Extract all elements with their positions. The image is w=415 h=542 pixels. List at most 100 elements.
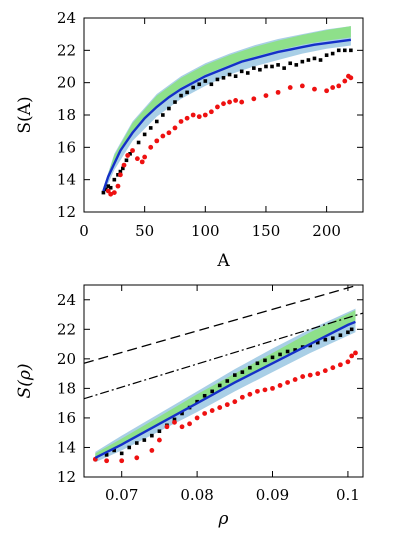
data-point [342, 78, 348, 84]
data-point [190, 112, 196, 118]
data-point [330, 365, 336, 371]
data-point [349, 48, 353, 53]
data-point [278, 352, 282, 357]
y-tick-label: 12 [57, 468, 76, 486]
data-point [227, 99, 232, 105]
data-point [106, 184, 111, 188]
plot-area [84, 285, 363, 464]
x-tick-label: 100 [191, 222, 220, 240]
data-point [187, 421, 192, 427]
data-point [134, 156, 140, 162]
data-point [338, 333, 343, 338]
data-point [150, 433, 154, 438]
data-point [172, 419, 177, 425]
data-point [104, 458, 110, 464]
data-point [346, 330, 350, 335]
data-point [209, 82, 214, 87]
data-point [225, 379, 230, 383]
data-point [306, 58, 311, 62]
y-tick-label: 20 [57, 350, 76, 368]
data-point [251, 96, 257, 102]
data-point [210, 389, 214, 394]
y-tick-label: 16 [57, 138, 76, 156]
data-point [224, 402, 230, 408]
data-point [167, 106, 171, 111]
data-point [324, 88, 330, 94]
plot-area [101, 26, 354, 197]
data-point [312, 86, 317, 92]
data-point [128, 152, 132, 156]
uncertainty-band-inner [103, 26, 351, 191]
data-point [330, 85, 336, 90]
data-point [134, 441, 139, 445]
data-point [300, 59, 305, 64]
data-point [215, 104, 220, 110]
data-point [233, 98, 239, 103]
x-tick-label: 50 [135, 222, 154, 240]
data-point [172, 417, 177, 422]
data-point [118, 169, 123, 174]
data-point [148, 144, 154, 150]
data-point [115, 183, 121, 189]
data-point [324, 53, 329, 57]
data-point [149, 448, 155, 453]
y-tick-label: 16 [57, 409, 76, 427]
data-point [161, 113, 165, 117]
data-point [121, 162, 127, 168]
data-point [336, 48, 341, 53]
data-point [124, 158, 129, 163]
data-point [255, 361, 260, 366]
data-point [292, 377, 298, 382]
data-point [108, 191, 114, 197]
data-point [215, 77, 220, 82]
x-tick-label: 0.07 [105, 486, 138, 504]
dashed-line [84, 285, 361, 364]
x-tick-label: 200 [312, 222, 341, 240]
data-point [173, 100, 177, 104]
fit-curve [94, 320, 356, 459]
data-point [217, 405, 223, 410]
red-data-series [92, 350, 358, 464]
y-axis-title: S(A) [15, 96, 35, 133]
data-point [276, 63, 280, 67]
red-data-series [105, 73, 354, 197]
data-point [221, 76, 226, 80]
data-point [202, 411, 208, 416]
y-tick-label: 18 [57, 379, 76, 397]
data-point [164, 424, 170, 430]
y-tick-label: 14 [57, 171, 76, 189]
data-point [343, 48, 347, 53]
data-point [154, 138, 160, 144]
data-point [345, 359, 351, 365]
data-point [287, 85, 293, 90]
y-tick-label: 12 [57, 203, 76, 221]
data-point [195, 399, 199, 404]
data-point [101, 190, 106, 195]
data-point [300, 374, 306, 379]
x-tick-label: 0.1 [336, 486, 360, 504]
data-point [202, 393, 207, 398]
data-point [337, 362, 343, 368]
data-point [349, 327, 354, 332]
data-point [112, 448, 116, 453]
x-axis-title: A [216, 251, 230, 271]
data-point [217, 383, 222, 388]
y-tick-label: 22 [57, 320, 76, 338]
data-point [232, 399, 238, 405]
data-point [130, 148, 135, 153]
data-point [119, 451, 124, 456]
y-tick-label: 22 [57, 41, 76, 59]
data-point [331, 336, 335, 340]
chart-panel-2: 0.07 0.08 0.09 0.1 12 14 16 18 20 22 24 ρ S(ρ) [15, 284, 364, 529]
x-axis-title: ρ [218, 509, 229, 529]
data-point [139, 159, 145, 165]
fit-curve [102, 38, 352, 192]
y-tick-label: 20 [57, 74, 76, 92]
data-point [315, 371, 321, 377]
data-point [179, 93, 183, 98]
data-point [323, 337, 328, 342]
data-point [117, 172, 123, 178]
data-point [112, 177, 117, 182]
data-point [239, 69, 244, 74]
data-point [125, 153, 131, 158]
